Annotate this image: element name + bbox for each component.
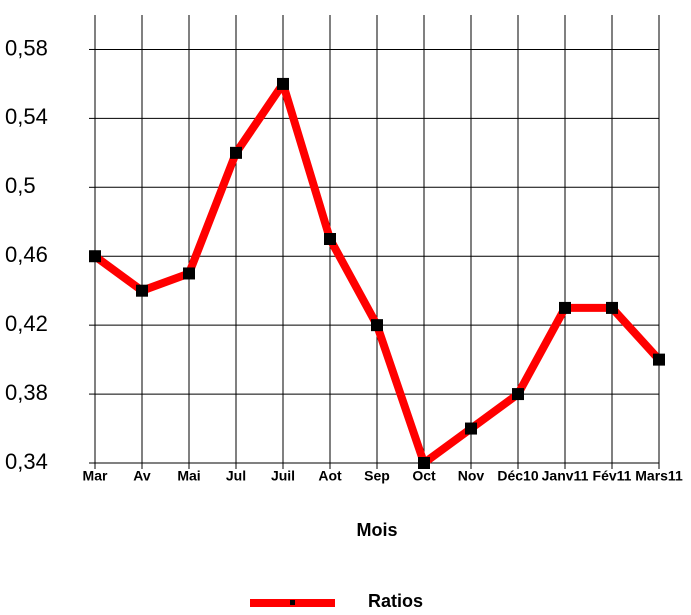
marker	[136, 284, 148, 297]
x-tick-label: Aot	[318, 468, 342, 484]
y-tick-label: 0,54	[5, 104, 48, 129]
marker	[559, 301, 571, 314]
x-tick-label: Déc10	[497, 468, 538, 484]
x-tick-label: Av	[133, 468, 151, 484]
marker	[418, 457, 430, 469]
x-tick-label: Mars11	[635, 468, 683, 484]
y-tick-label: 0,42	[5, 311, 48, 336]
marker	[324, 233, 336, 245]
legend-marker	[290, 600, 295, 605]
x-tick-label: Oct	[412, 468, 436, 484]
x-tick-label: Mai	[177, 468, 200, 484]
legend-label: Ratios	[368, 591, 423, 611]
y-tick-label: 0,38	[5, 380, 48, 405]
marker	[89, 250, 101, 263]
y-tick-label: 0,46	[5, 242, 48, 267]
x-tick-label: Jul	[226, 468, 246, 484]
marker	[371, 319, 383, 332]
x-tick-label: Janv11	[542, 468, 589, 484]
y-tick-label: 0,58	[5, 35, 48, 60]
x-axis-label: Mois	[356, 520, 397, 540]
y-tick-label: 0,34	[5, 449, 48, 474]
x-tick-label: Fév11	[593, 468, 632, 484]
x-tick-label: Nov	[458, 468, 485, 484]
marker	[277, 77, 289, 90]
marker	[606, 301, 618, 314]
x-tick-label: Mar	[83, 468, 108, 484]
marker	[183, 267, 195, 280]
y-tick-label: 0,5	[5, 173, 36, 198]
marker	[653, 353, 665, 366]
marker	[230, 146, 242, 159]
x-tick-label: Juil	[271, 468, 295, 484]
marker	[465, 422, 477, 435]
marker	[512, 388, 524, 401]
x-tick-label: Sep	[364, 468, 390, 484]
